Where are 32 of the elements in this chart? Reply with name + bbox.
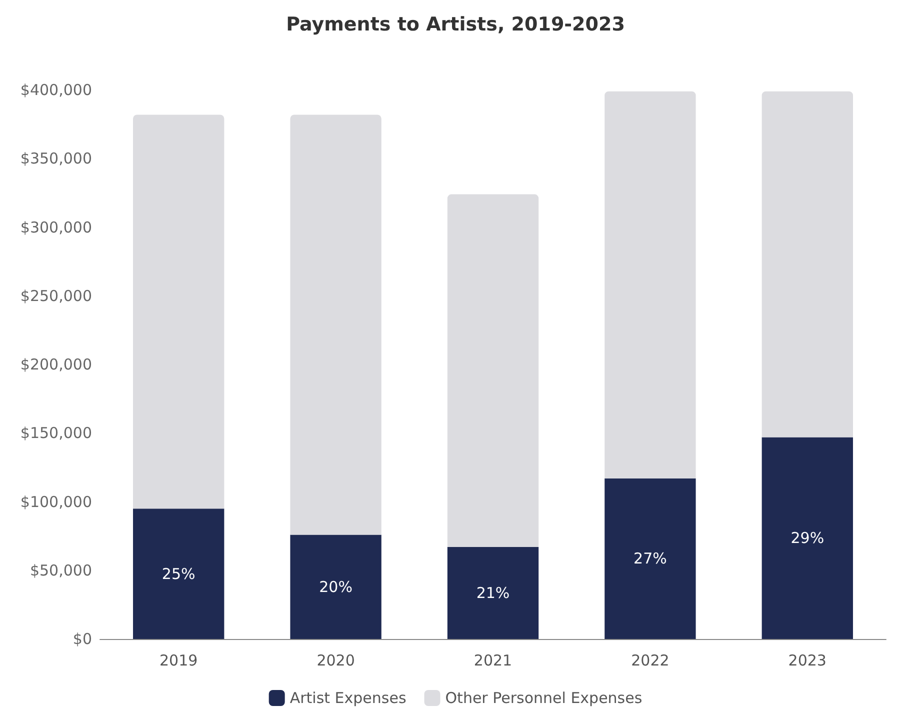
y-tick-label: $250,000 bbox=[20, 286, 92, 305]
y-tick-label: $350,000 bbox=[20, 150, 92, 168]
x-tick-label: 2022 bbox=[631, 652, 670, 670]
annotation: 29% bbox=[790, 529, 824, 548]
x-tick-label: 2021 bbox=[474, 652, 512, 670]
y-tick-label: $150,000 bbox=[20, 424, 92, 442]
bar bbox=[133, 114, 224, 509]
y-tick-label: $200,000 bbox=[20, 356, 92, 374]
y-tick-label: $400,000 bbox=[20, 81, 92, 99]
bar bbox=[133, 508, 224, 639]
annotation: 25% bbox=[162, 564, 196, 583]
annotation: 20% bbox=[319, 578, 352, 596]
x-tick-label: 2023 bbox=[788, 652, 826, 670]
legend-label: Other Personnel Expenses bbox=[445, 689, 642, 707]
bar bbox=[447, 547, 539, 639]
bar bbox=[762, 437, 853, 639]
bar bbox=[447, 194, 539, 548]
bar bbox=[604, 91, 696, 478]
y-tick-label: $0 bbox=[72, 630, 92, 648]
bar bbox=[762, 91, 853, 438]
chart-title: Payments to Artists, 2019-2023 bbox=[286, 14, 625, 36]
annotation: 27% bbox=[634, 550, 667, 568]
x-tick-label: 2019 bbox=[160, 652, 198, 670]
y-tick-label: $50,000 bbox=[30, 561, 92, 580]
legend-label: Artist Expenses bbox=[290, 689, 406, 707]
y-tick-label: $300,000 bbox=[20, 218, 92, 236]
y-tick-label: $100,000 bbox=[20, 492, 92, 511]
bar bbox=[604, 478, 696, 639]
bar bbox=[290, 534, 382, 639]
annotation: 21% bbox=[476, 584, 510, 602]
x-tick-label: 2020 bbox=[316, 652, 355, 670]
bar bbox=[290, 114, 382, 535]
